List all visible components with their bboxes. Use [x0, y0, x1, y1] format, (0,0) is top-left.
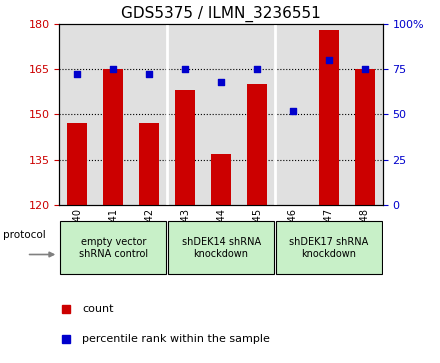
Bar	[319, 30, 339, 205]
Point	[218, 79, 225, 85]
Point	[182, 66, 189, 72]
Text: percentile rank within the sample: percentile rank within the sample	[82, 334, 270, 344]
Bar	[355, 69, 375, 205]
Text: shDEK17 shRNA
knockdown: shDEK17 shRNA knockdown	[289, 237, 369, 258]
Text: shDEK14 shRNA
knockdown: shDEK14 shRNA knockdown	[182, 237, 260, 258]
Bar	[211, 154, 231, 205]
FancyBboxPatch shape	[168, 221, 274, 274]
Text: empty vector
shRNA control: empty vector shRNA control	[79, 237, 148, 258]
Text: protocol: protocol	[3, 231, 46, 240]
Bar	[103, 69, 123, 205]
Point	[326, 57, 333, 63]
Point	[361, 66, 368, 72]
Point	[146, 72, 153, 77]
Text: count: count	[82, 304, 114, 314]
Point	[253, 66, 260, 72]
Bar	[67, 123, 87, 205]
Bar	[139, 123, 159, 205]
Bar	[175, 90, 195, 205]
Point	[74, 72, 81, 77]
Point	[110, 66, 117, 72]
Bar	[247, 84, 267, 205]
Point	[290, 108, 297, 114]
FancyBboxPatch shape	[60, 221, 166, 274]
FancyBboxPatch shape	[276, 221, 382, 274]
Title: GDS5375 / ILMN_3236551: GDS5375 / ILMN_3236551	[121, 6, 321, 22]
